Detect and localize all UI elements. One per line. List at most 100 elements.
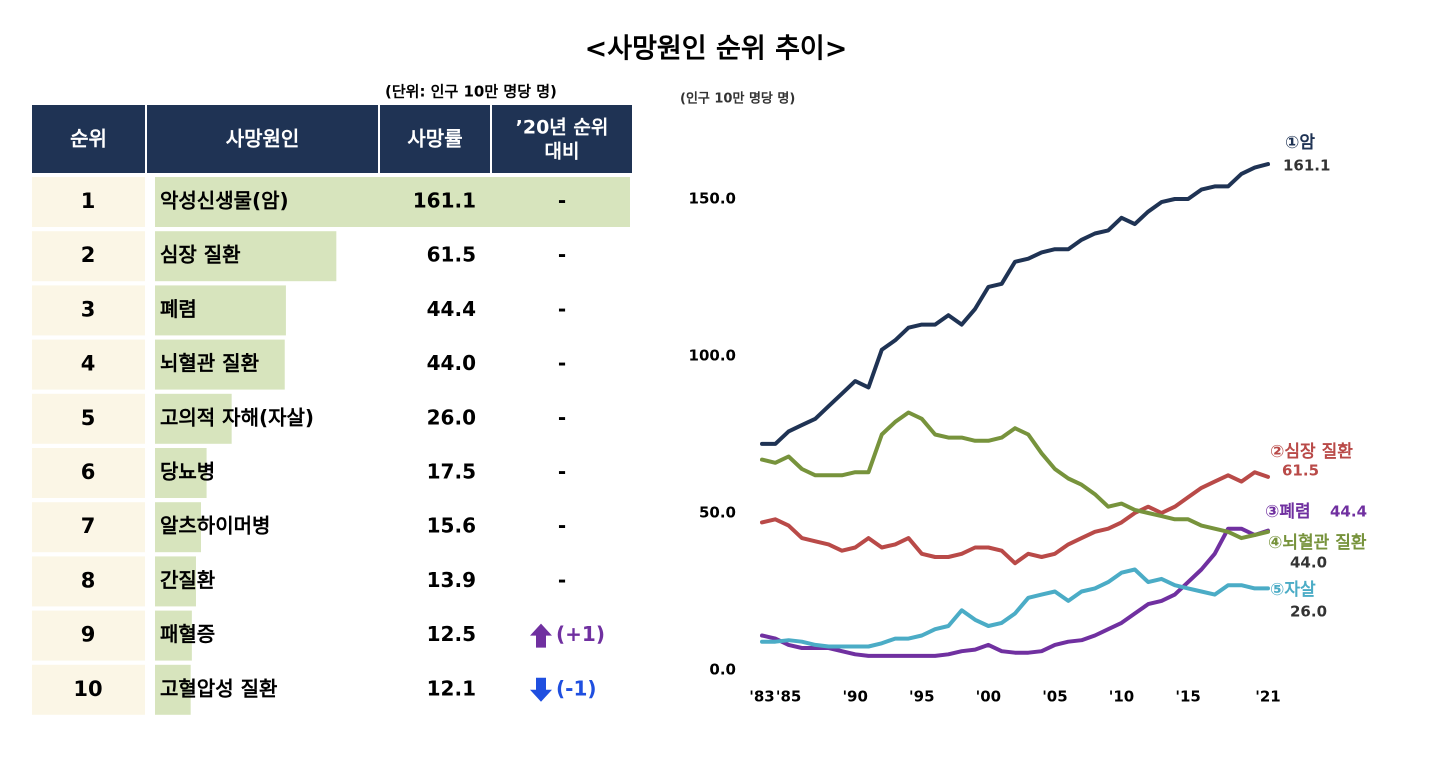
y-axis-label: (인구 10만 명당 명)	[680, 91, 795, 107]
x-tick-label: '85	[776, 688, 801, 706]
rate-bar	[155, 339, 285, 390]
rank: 4	[81, 352, 96, 376]
end-value-label: 161.1	[1283, 157, 1330, 175]
cause: 고혈압성 질환	[160, 676, 278, 700]
series-label: ③폐렴	[1265, 501, 1311, 522]
x-tick-label: '00	[976, 688, 1001, 706]
rate-bar	[155, 448, 207, 498]
x-tick-label: '05	[1042, 688, 1067, 706]
rate-bar	[155, 177, 630, 227]
rank-cell	[32, 339, 145, 390]
series-line	[760, 567, 1270, 649]
rank-change: -	[558, 514, 566, 538]
y-tick-label: 50.0	[699, 504, 736, 522]
rate-bar	[155, 556, 196, 607]
rank: 10	[73, 677, 102, 701]
rate: 17.5	[427, 460, 476, 484]
cause: 고의적 자해(자살)	[160, 405, 314, 429]
cause: 악성신생물(암)	[160, 189, 289, 213]
end-value-label: 44.4	[1330, 503, 1367, 521]
column-header: 대비	[545, 141, 580, 163]
series-line	[760, 470, 1270, 566]
rank-change: (+1)	[556, 622, 605, 646]
header-cell	[32, 105, 145, 173]
series-label: ⑤자살	[1270, 580, 1316, 600]
x-tick-label: '21	[1255, 688, 1280, 706]
y-tick-label: 150.0	[689, 190, 736, 208]
arrow-down	[530, 677, 552, 702]
y-tick-label: 100.0	[689, 347, 736, 365]
rate: 12.1	[427, 676, 476, 700]
cause: 알츠하이머병	[160, 514, 270, 538]
rate: 26.0	[427, 405, 476, 429]
rate: 15.6	[427, 514, 476, 538]
rank: 3	[81, 297, 96, 321]
rank-cell	[32, 448, 145, 498]
column-header: 사망원인	[226, 127, 300, 151]
end-value-label: 44.0	[1290, 554, 1327, 572]
cause: 뇌혈관 질환	[160, 351, 260, 375]
rank: 2	[81, 243, 96, 267]
rank-cell	[32, 556, 145, 607]
series-label: ①암	[1285, 133, 1315, 153]
column-header: 순위	[70, 127, 107, 151]
header-cell	[492, 105, 632, 173]
cause: 심장 질환	[160, 243, 241, 267]
column-header: 사망률	[407, 127, 462, 151]
rate-bar	[155, 610, 192, 661]
rate: 44.0	[427, 351, 476, 375]
rank-cell	[32, 177, 145, 227]
column-header: ’20년 순위	[516, 117, 609, 139]
page-title: <사망원인 순위 추이>	[585, 34, 848, 65]
arrow-up	[530, 623, 552, 648]
rate: 12.5	[427, 622, 476, 646]
rank-change: -	[558, 297, 566, 321]
x-tick-label: '15	[1175, 688, 1200, 706]
rank-cell	[32, 664, 145, 715]
series-label: ②심장 질환	[1270, 441, 1353, 462]
rank-cell	[32, 610, 145, 661]
header-cell	[380, 105, 490, 173]
rate: 161.1	[413, 189, 476, 213]
end-value-label: 26.0	[1290, 603, 1327, 621]
rank-change: -	[558, 351, 566, 375]
x-tick-label: '90	[842, 688, 867, 706]
rank-cell	[32, 231, 145, 282]
rank: 6	[81, 460, 96, 484]
rank: 1	[81, 189, 96, 213]
end-value-label: 61.5	[1282, 462, 1319, 480]
unit-note: (단위: 인구 10만 명당 명)	[385, 83, 557, 101]
rate-bar	[155, 393, 232, 444]
rank: 5	[81, 406, 96, 430]
rank-cell	[32, 393, 145, 444]
cause: 간질환	[160, 568, 216, 592]
rank-change: (-1)	[556, 676, 597, 700]
x-tick-label: '10	[1109, 688, 1134, 706]
rank-change: -	[558, 460, 566, 484]
rank-change: -	[558, 405, 566, 429]
rank-cell	[32, 285, 145, 336]
rate-bar	[155, 231, 337, 282]
rank-change: -	[558, 189, 566, 213]
y-tick-label: 0.0	[709, 661, 736, 679]
rate: 13.9	[427, 568, 476, 592]
series-label: ④뇌혈관 질환	[1268, 532, 1367, 553]
cause: 당뇨병	[160, 460, 215, 484]
rate: 44.4	[427, 297, 476, 321]
rank-change: -	[558, 568, 566, 592]
rate-bar	[155, 664, 191, 715]
rank-cell	[32, 502, 145, 553]
cause: 폐렴	[160, 297, 197, 321]
rank-change: -	[558, 243, 566, 267]
series-line	[760, 410, 1270, 541]
x-tick-label: '83	[749, 688, 774, 706]
rate: 61.5	[427, 243, 476, 267]
cause: 패혈증	[160, 622, 215, 646]
rate-bar	[155, 502, 201, 553]
series-line	[760, 162, 1270, 446]
rank: 7	[81, 514, 96, 538]
header-cell	[147, 105, 378, 173]
x-tick-label: '95	[909, 688, 934, 706]
rank: 9	[81, 623, 96, 647]
